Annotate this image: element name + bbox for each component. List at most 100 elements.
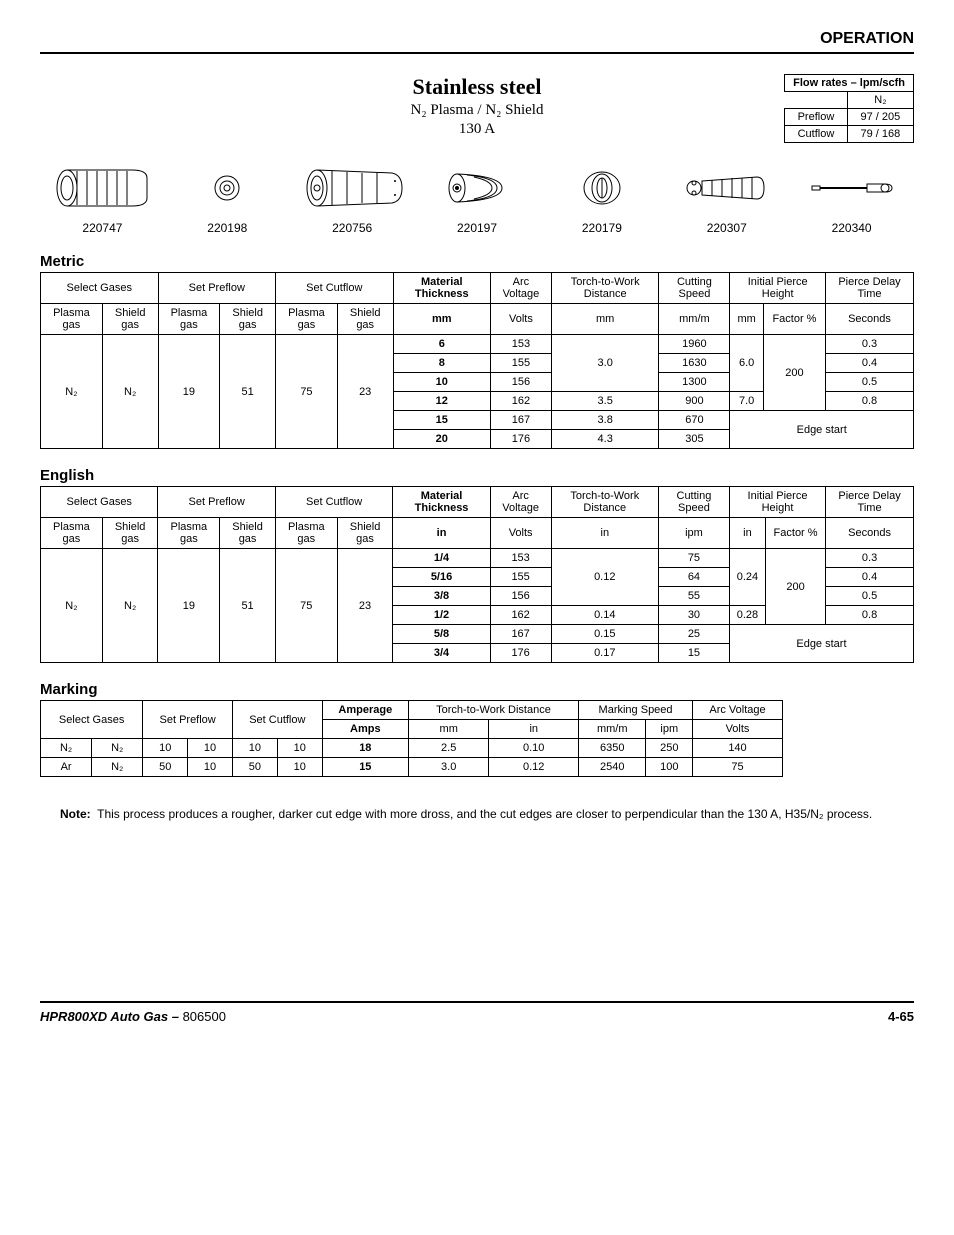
cell: 25 (659, 625, 730, 644)
hdr: Select Gases (41, 701, 143, 739)
hdr-cut-speed: Cutting Speed (659, 273, 730, 304)
cell: 19 (158, 549, 220, 663)
cell: 0.24 (729, 549, 765, 606)
hdr: Amperage (322, 701, 408, 720)
cell: 162 (490, 392, 551, 411)
sub: Amps (322, 720, 408, 739)
hdr: Cutting Speed (659, 487, 730, 518)
footer-page: 4-65 (888, 1009, 914, 1024)
cell: 0.5 (826, 373, 914, 392)
cell: 0.17 (551, 644, 658, 663)
cell: 1/2 (393, 606, 490, 625)
part-number: 220340 (789, 221, 914, 235)
hdr: Set Preflow (143, 701, 233, 739)
section-marking: Marking (40, 681, 914, 698)
hdr-set-preflow: Set Preflow (158, 273, 276, 304)
hdr: Set Cutflow (275, 487, 392, 518)
cell: 10 (393, 373, 490, 392)
sub-plasma: Plasma gas (41, 304, 103, 335)
sub: Seconds (826, 518, 914, 549)
cell: 176 (490, 644, 551, 663)
cell: 0.12 (489, 758, 579, 777)
cell-edge: Edge start (729, 625, 913, 663)
cell: 176 (490, 430, 551, 449)
cell: 15 (322, 758, 408, 777)
cell: 3.5 (551, 392, 659, 411)
cell: N₂ (92, 739, 143, 758)
cell: 140 (693, 739, 783, 758)
cell: 4.3 (551, 430, 659, 449)
sub-shield: Shield gas (337, 304, 393, 335)
hdr: Set Cutflow (232, 701, 322, 739)
cell: 156 (490, 373, 551, 392)
part-icon (297, 163, 407, 213)
footer-model: HPR800XD Auto Gas – (40, 1009, 179, 1024)
cell: 2540 (579, 758, 646, 777)
sub: ipm (646, 720, 693, 739)
metric-table: Select Gases Set Preflow Set Cutflow Mat… (40, 272, 914, 449)
hdr-set-cutflow: Set Cutflow (276, 273, 394, 304)
cell: 12 (393, 392, 490, 411)
cell: 10 (277, 739, 322, 758)
cell: 0.8 (826, 392, 914, 411)
cell: 10 (188, 739, 233, 758)
sub: Factor % (766, 518, 826, 549)
english-table: Select Gases Set Preflow Set Cutflow Mat… (40, 486, 914, 663)
hdr: Arc Voltage (693, 701, 783, 720)
cell: 0.14 (551, 606, 658, 625)
cell: 156 (490, 587, 551, 606)
footer-num: 806500 (183, 1009, 226, 1024)
cell: N₂ (41, 739, 92, 758)
part-icon (47, 163, 157, 213)
sub: Volts (693, 720, 783, 739)
cell: N₂ (102, 335, 158, 449)
sub: Plasma gas (158, 518, 220, 549)
cell: 15 (393, 411, 490, 430)
flow-preflow-val: 97 / 205 (847, 109, 913, 126)
cell: 167 (490, 411, 551, 430)
sub: in (729, 518, 765, 549)
part-icon (207, 163, 247, 213)
cell: 0.3 (826, 549, 914, 568)
footer: HPR800XD Auto Gas – 806500 4-65 (40, 1001, 914, 1024)
sub: Shield gas (337, 518, 393, 549)
cell: 155 (490, 568, 551, 587)
cell: 0.4 (826, 354, 914, 373)
cell: 18 (322, 739, 408, 758)
sub-shield: Shield gas (102, 304, 158, 335)
cell: 3/8 (393, 587, 490, 606)
sub: Volts (490, 518, 551, 549)
flow-header: Flow rates – lpm/scfh (785, 75, 914, 92)
hdr: Select Gases (41, 487, 158, 518)
part-icon (807, 163, 897, 213)
note-label: Note: (60, 807, 91, 821)
hdr-ttw: Torch-to-Work Distance (551, 273, 659, 304)
part-number: 220756 (290, 221, 415, 235)
title-amperage: 130 A (411, 121, 544, 138)
sub: Plasma gas (41, 518, 103, 549)
cell: N₂ (92, 758, 143, 777)
cell: 0.3 (826, 335, 914, 354)
cell: 51 (220, 549, 276, 663)
part-number: 220198 (165, 221, 290, 235)
cell: 3.8 (551, 411, 659, 430)
cell: 200 (763, 335, 825, 411)
hdr: Arc Voltage (490, 487, 551, 518)
sub: Plasma gas (275, 518, 337, 549)
cell: 64 (659, 568, 730, 587)
cell: 10 (188, 758, 233, 777)
cell: 1960 (659, 335, 730, 354)
cell: 1630 (659, 354, 730, 373)
cell: 0.15 (551, 625, 658, 644)
flow-rates-table: Flow rates – lpm/scfh N₂ Preflow97 / 205… (784, 74, 914, 143)
cell: 5/16 (393, 568, 490, 587)
cell: Ar (41, 758, 92, 777)
hdr-init-pierce: Initial Pierce Height (730, 273, 826, 304)
cell: 200 (766, 549, 826, 625)
cell: 6.0 (730, 335, 764, 392)
sub-mmm: mm/m (659, 304, 730, 335)
cell: 0.5 (826, 587, 914, 606)
part-number: 220197 (415, 221, 540, 235)
sub-seconds: Seconds (826, 304, 914, 335)
cell: 6350 (579, 739, 646, 758)
